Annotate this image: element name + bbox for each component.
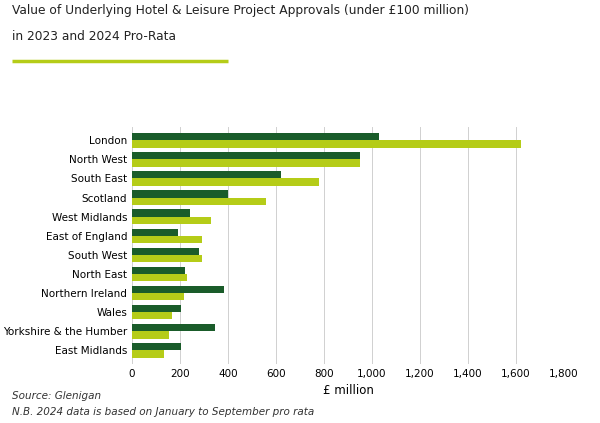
X-axis label: £ million: £ million xyxy=(323,384,373,397)
Bar xyxy=(132,312,172,319)
Bar xyxy=(132,286,224,293)
Bar xyxy=(132,228,178,236)
Bar xyxy=(132,209,190,217)
Bar xyxy=(132,274,187,281)
Bar xyxy=(132,350,164,358)
Bar xyxy=(132,152,360,159)
Bar xyxy=(132,343,181,350)
Bar xyxy=(132,247,199,255)
Bar xyxy=(132,133,379,140)
Text: Source: Glenigan: Source: Glenigan xyxy=(12,391,101,401)
Bar xyxy=(132,179,319,186)
Bar xyxy=(132,293,184,300)
Bar xyxy=(132,171,281,179)
Bar xyxy=(132,324,215,331)
Text: N.B. 2024 data is based on January to September pro rata: N.B. 2024 data is based on January to Se… xyxy=(12,407,314,417)
Bar xyxy=(132,236,202,243)
Bar xyxy=(132,198,266,205)
Text: Value of Underlying Hotel & Leisure Project Approvals (under £100 million): Value of Underlying Hotel & Leisure Proj… xyxy=(12,4,469,17)
Text: in 2023 and 2024 Pro-Rata: in 2023 and 2024 Pro-Rata xyxy=(12,30,176,43)
Bar xyxy=(132,217,211,224)
Bar xyxy=(132,190,228,198)
Bar xyxy=(132,267,185,274)
Bar xyxy=(132,159,360,167)
Bar xyxy=(132,255,202,262)
Bar xyxy=(132,140,521,148)
Bar xyxy=(132,331,169,338)
Bar xyxy=(132,305,181,312)
